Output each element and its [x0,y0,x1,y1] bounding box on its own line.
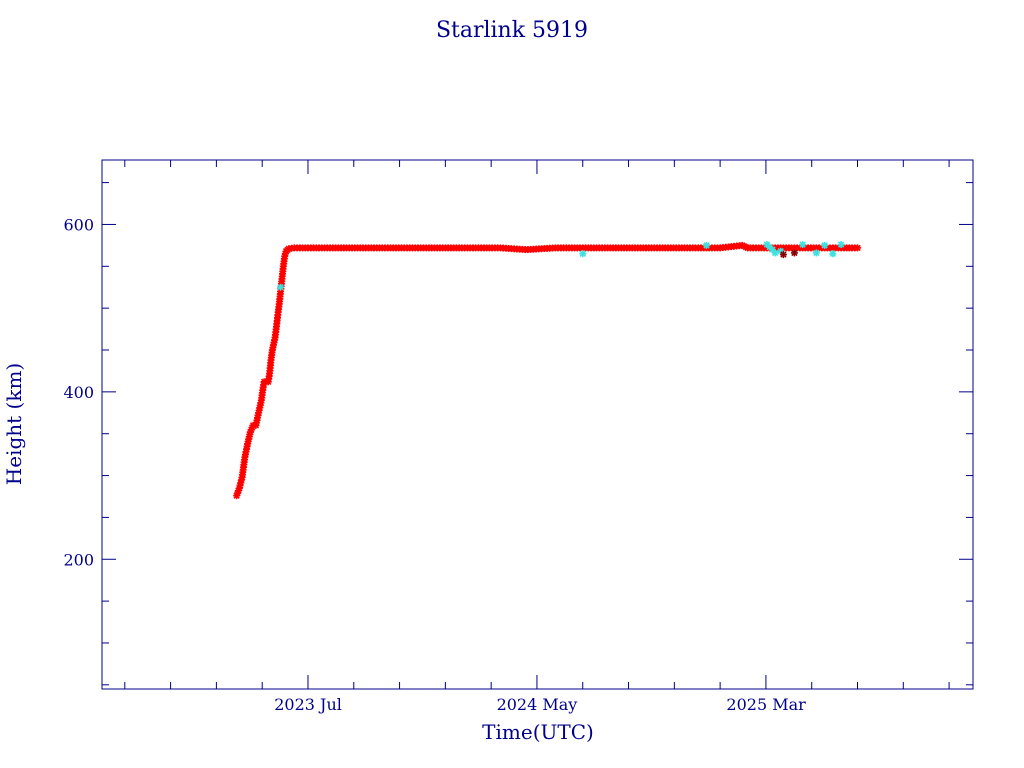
data-points [233,241,862,500]
data-point [702,241,710,249]
y-axis-label: Height (km) [2,363,26,485]
data-point [790,249,798,257]
plot-frame [101,159,974,690]
x-tick-label: 2024 May [497,695,578,714]
x-tick-label: 2025 Mar [726,695,806,714]
x-tick-label: 2023 Jul [274,695,342,714]
data-point [277,283,285,291]
x-axis-label: Time(UTC) [482,720,594,744]
data-point [829,250,837,258]
data-point [777,247,785,255]
data-point [799,241,807,249]
data-point [779,251,787,259]
axis-ticks: 200 400 600 2023 Jul 2024 May 2025 Mar [63,160,973,714]
y-tick-label: 200 [63,550,94,569]
data-point [812,249,820,257]
chart-title: Starlink 5919 [436,18,588,43]
data-point [837,241,845,249]
y-tick-label: 400 [63,383,94,402]
data-point [579,250,587,258]
data-point [854,244,862,252]
data-point [771,249,779,257]
y-tick-label: 600 [63,215,94,234]
data-point [821,241,829,249]
